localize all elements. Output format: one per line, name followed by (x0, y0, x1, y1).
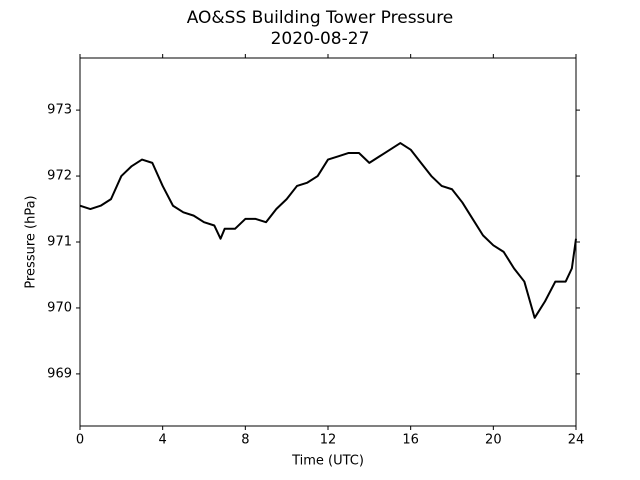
x-tick-label: 12 (320, 433, 337, 448)
x-axis-label: Time (UTC) (291, 454, 364, 469)
y-tick-label: 971 (47, 235, 72, 250)
pressure-line (79, 142, 577, 319)
x-tick-label: 16 (402, 433, 419, 448)
chart-subtitle: 2020-08-27 (271, 29, 370, 49)
x-tick-label: 0 (76, 433, 84, 448)
y-tick-label: 969 (47, 366, 72, 381)
y-tick-label: 973 (47, 103, 72, 118)
plot-frame (79, 57, 577, 427)
x-tick-label: 4 (159, 433, 167, 448)
chart-title: AO&SS Building Tower Pressure (187, 8, 454, 28)
x-tick-label: 20 (485, 433, 502, 448)
y-axis-label: Pressure (hPa) (24, 195, 39, 288)
x-tick-label: 8 (241, 433, 249, 448)
y-tick-label: 970 (47, 300, 72, 315)
y-tick-label: 972 (47, 169, 72, 184)
x-tick-label: 24 (568, 433, 585, 448)
